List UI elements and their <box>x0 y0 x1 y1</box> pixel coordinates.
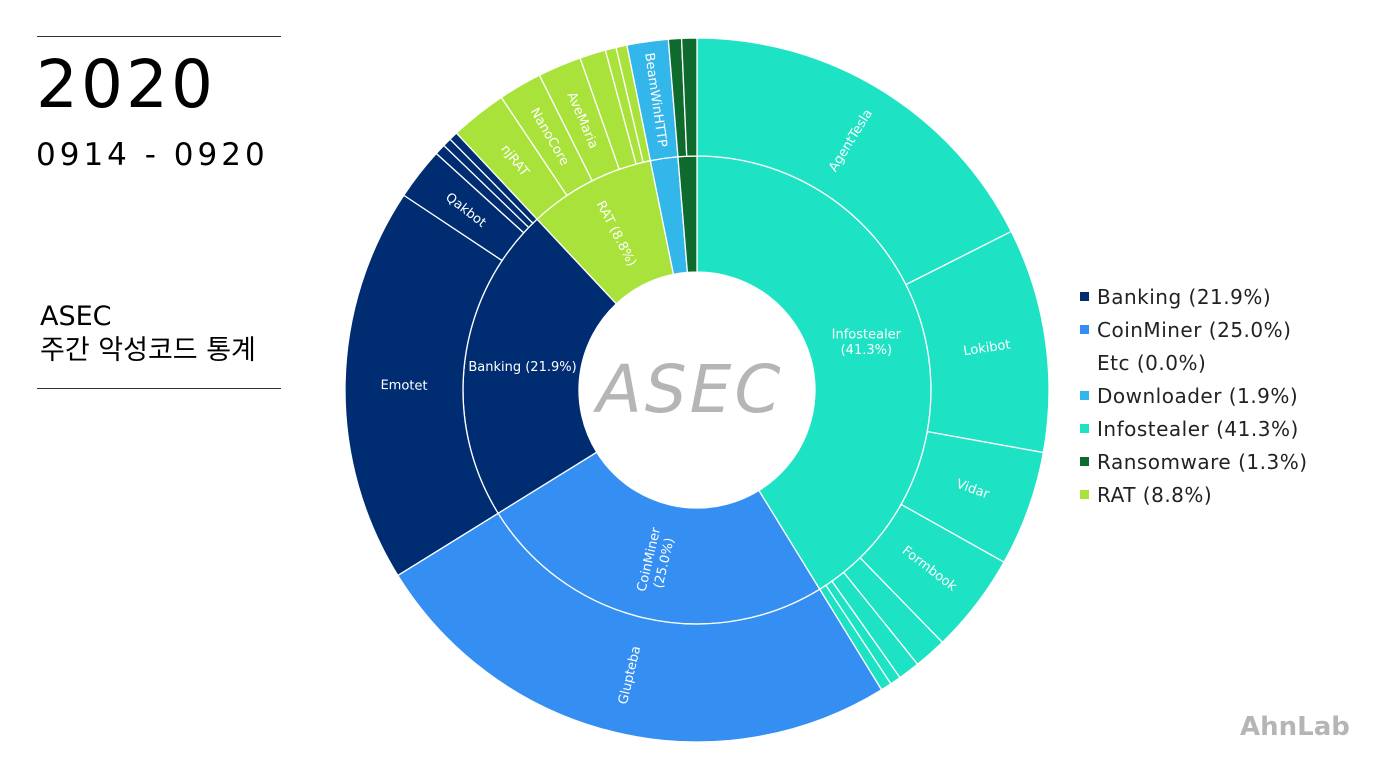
legend-item-rat: RAT (8.8%) <box>1080 478 1308 511</box>
legend-label-coinminer: CoinMiner (25.0%) <box>1097 317 1292 342</box>
legend-swatch-rat <box>1080 490 1089 499</box>
legend-item-downloader: Downloader (1.9%) <box>1080 379 1308 412</box>
top-rule <box>37 36 281 37</box>
report-title-line2: 주간 악성코드 통계 <box>40 335 256 366</box>
asec-logo: ASEC <box>593 351 784 428</box>
legend-label-infostealer: Infostealer (41.3%) <box>1097 416 1299 441</box>
legend-item-etc: Etc (0.0%) <box>1080 346 1308 379</box>
year-title: 2020 <box>36 46 216 123</box>
outer-label-lokibot: Lokibot <box>962 337 1011 359</box>
legend-item-banking: Banking (21.9%) <box>1080 280 1308 313</box>
inner-label-banking-21-9: Banking (21.9%) <box>468 359 576 374</box>
legend-label-ransomware: Ransomware (1.3%) <box>1097 449 1308 474</box>
report-title-line1: ASEC <box>40 301 112 332</box>
legend-item-coinminer: CoinMiner (25.0%) <box>1080 313 1308 346</box>
inner-label-coinminer-25-0: CoinMiner(25.0%) <box>634 525 679 596</box>
legend-label-etc: Etc (0.0%) <box>1097 350 1207 375</box>
inner-label-infostealer-41-3: Infostealer (41.3%) <box>832 327 902 358</box>
legend-swatch-ransomware <box>1080 457 1089 466</box>
legend-label-banking: Banking (21.9%) <box>1097 284 1272 309</box>
legend-swatch-coinminer <box>1080 325 1089 334</box>
legend-item-ransomware: Ransomware (1.3%) <box>1080 445 1308 478</box>
outer-slice-glupteba <box>396 512 883 743</box>
outer-ring <box>344 37 1050 743</box>
ahnlab-logo: AhnLab <box>1240 712 1350 742</box>
legend-label-downloader: Downloader (1.9%) <box>1097 383 1299 408</box>
report-title: ASEC 주간 악성코드 통계 <box>40 300 256 368</box>
bottom-rule <box>37 388 281 389</box>
legend-swatch-etc <box>1080 358 1089 367</box>
date-range: 0914 - 0920 <box>36 137 269 173</box>
legend-swatch-infostealer <box>1080 424 1089 433</box>
legend-swatch-downloader <box>1080 391 1089 400</box>
legend-label-rat: RAT (8.8%) <box>1097 482 1213 507</box>
chart-legend: Banking (21.9%) CoinMiner (25.0%) Etc (0.0… <box>1080 280 1308 511</box>
legend-item-infostealer: Infostealer (41.3%) <box>1080 412 1308 445</box>
legend-swatch-banking <box>1080 292 1089 301</box>
inner-ring <box>462 155 932 625</box>
outer-slice-ransomware-22 <box>680 37 698 157</box>
outer-slice-emotet <box>344 194 503 577</box>
outer-label-emotet: Emotet <box>380 378 427 394</box>
